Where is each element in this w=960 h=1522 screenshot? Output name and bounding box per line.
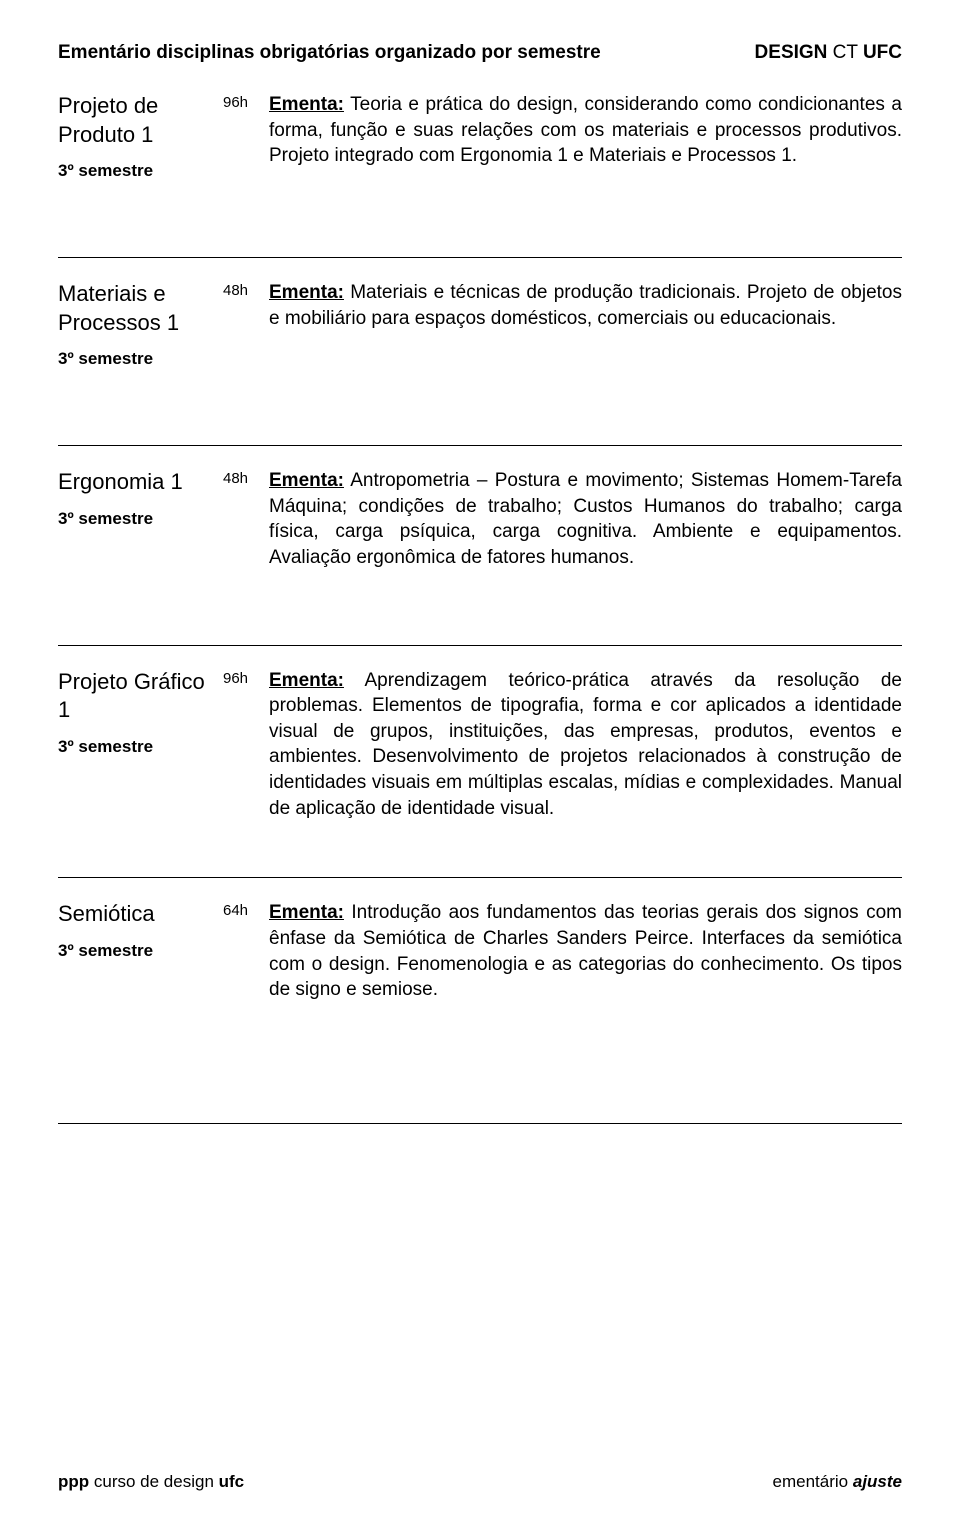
course-description: Ementa: Introdução aos fundamentos das t… [269,900,902,1003]
ementa-label: Ementa: [269,94,344,115]
course-semester: 3º semestre [58,939,223,963]
course-semester: 3º semestre [58,507,223,531]
course-hours: 64h [223,900,269,919]
course-entry: Materiais e Processos 1 3º semestre 48h … [58,280,902,446]
ementa-body: Introdução aos fundamentos das teorias g… [269,902,902,1000]
header-title: Ementário disciplinas obrigatórias organ… [58,42,601,64]
header-right-light: CT [833,42,863,63]
course-description: Ementa: Aprendizagem teórico-prática atr… [269,668,902,822]
course-hours: 96h [223,668,269,687]
footer-left-light: curso de design [89,1472,218,1491]
course-semester: 3º semestre [58,347,223,371]
course-hours: 48h [223,280,269,299]
ementa-body: Antropometria – Postura e movimento; Sis… [269,470,902,568]
course-title: Projeto de Produto 1 [58,92,223,149]
ementa-label: Ementa: [269,902,344,923]
course-title: Semiótica [58,900,223,929]
footer-right-light: ementário [773,1472,853,1491]
course-entry: Semiótica 3º semestre 64h Ementa: Introd… [58,900,902,1124]
course-title: Materiais e Processos 1 [58,280,223,337]
footer-right-italic: ajuste [853,1472,902,1491]
course-description: Ementa: Teoria e prática do design, cons… [269,92,902,169]
header-right-bold: DESIGN [755,42,833,63]
course-entry: Projeto Gráfico 1 3º semestre 96h Ementa… [58,668,902,879]
ementa-label: Ementa: [269,470,344,491]
footer-left: ppp curso de design ufc [58,1472,244,1492]
footer-right: ementário ajuste [773,1472,902,1492]
page-header: Ementário disciplinas obrigatórias organ… [58,42,902,64]
header-program: DESIGN CT UFC [755,42,902,64]
course-left-col: Ergonomia 1 3º semestre [58,468,223,530]
course-left-col: Projeto Gráfico 1 3º semestre [58,668,223,759]
course-semester: 3º semestre [58,735,223,759]
course-hours: 48h [223,468,269,487]
course-description: Ementa: Materiais e técnicas de produção… [269,280,902,331]
ementa-body: Aprendizagem teórico-prática através da … [269,670,902,819]
ementa-body: Materiais e técnicas de produção tradici… [269,282,902,329]
page-footer: ppp curso de design ufc ementário ajuste [58,1472,902,1492]
ementa-label: Ementa: [269,670,344,691]
footer-left-bold2: ufc [219,1472,245,1491]
course-title: Ergonomia 1 [58,468,223,497]
course-left-col: Semiótica 3º semestre [58,900,223,962]
course-description: Ementa: Antropometria – Postura e movime… [269,468,902,571]
course-entry: Projeto de Produto 1 3º semestre 96h Eme… [58,92,902,258]
course-left-col: Projeto de Produto 1 3º semestre [58,92,223,183]
ementa-body: Teoria e prática do design, considerando… [269,94,902,166]
course-entry: Ergonomia 1 3º semestre 48h Ementa: Antr… [58,468,902,646]
course-hours: 96h [223,92,269,111]
course-left-col: Materiais e Processos 1 3º semestre [58,280,223,371]
course-semester: 3º semestre [58,159,223,183]
ementa-label: Ementa: [269,282,344,303]
header-right-bold2: UFC [863,42,902,63]
course-title: Projeto Gráfico 1 [58,668,223,725]
footer-left-bold1: ppp [58,1472,89,1491]
